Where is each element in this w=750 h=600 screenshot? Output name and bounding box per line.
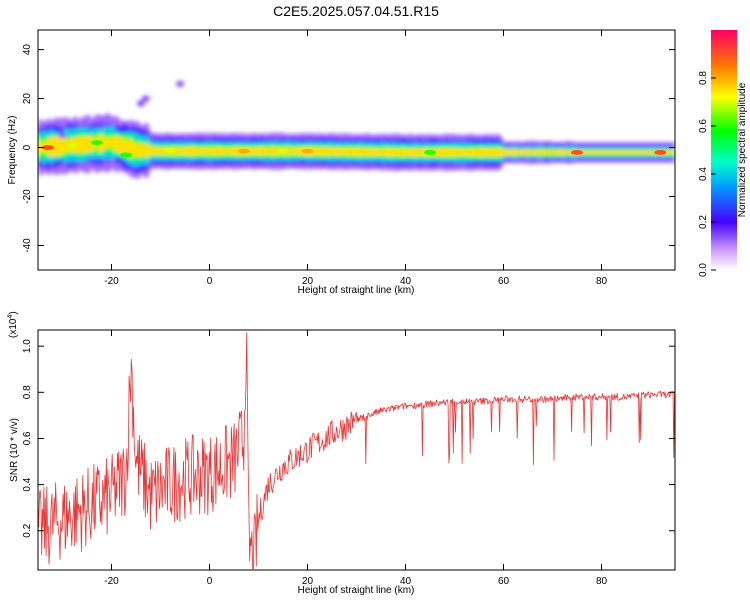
snr-xtick-label: 80 — [596, 576, 608, 587]
snr-xtick-label: 60 — [498, 576, 510, 587]
svg-text:(x104): (x104) — [7, 311, 19, 338]
snr-xtick-label: -20 — [104, 576, 119, 587]
spectrogram-xtick-label: 60 — [498, 276, 510, 287]
colorbar-tick-label: 0.6 — [698, 119, 709, 133]
spectrogram-speckle — [176, 80, 185, 87]
colorbar-ticks: 0.0 0.2 0.4 0.6 0.8 — [698, 71, 716, 277]
snr-panel: -20 0 20 40 60 80 0.2 0.4 0.6 0.8 1.0 Height of st… — [7, 311, 676, 596]
spectrogram-ytick-label: 40 — [22, 44, 33, 56]
snr-frame — [37, 329, 676, 571]
spectrogram-ytick-label: -40 — [22, 238, 33, 253]
spectrogram-hot-spot — [66, 142, 79, 148]
snr-y-label: SNR (10 * v/v) — [9, 418, 20, 482]
spectrogram-hot-spot — [301, 148, 314, 154]
colorbar-tick-label: 0.0 — [698, 263, 709, 277]
spectrogram-ytick-label: 0 — [22, 144, 33, 150]
spectrogram-xtick-label: 0 — [207, 276, 213, 287]
spectrogram-ytick-label: 20 — [22, 93, 33, 105]
spectrogram-hot-spot — [41, 145, 54, 150]
snr-series-line — [38, 332, 675, 570]
spectrogram-hot-spot — [424, 150, 436, 155]
snr-xtick-label: 20 — [302, 576, 314, 587]
spectrogram-xtick-label: 80 — [596, 276, 608, 287]
spectrogram-plot-area — [38, 80, 675, 180]
snr-xtick-label: 0 — [207, 576, 213, 587]
spectrogram-xtick-label: 20 — [302, 276, 314, 287]
snr-scale-exponent: 4 — [7, 315, 14, 319]
spectrogram-band — [38, 80, 675, 180]
spectrogram-hot-spot — [90, 140, 103, 146]
spectrogram-speckle — [136, 100, 145, 107]
spectrogram-hot-spot — [237, 148, 250, 154]
snr-ytick-label: 0.4 — [22, 477, 33, 491]
spectrogram-axes: -20 0 20 40 60 80 -40 -20 0 20 40 — [22, 30, 675, 287]
colorbar: 0.0 0.2 0.4 0.6 0.8 Normalized spectral ampl… — [698, 30, 748, 277]
colorbar-tick-label: 0.2 — [698, 215, 709, 229]
spectrogram-y-label: Frequency (Hz) — [7, 116, 18, 185]
spectrogram-hot-spot — [571, 150, 583, 155]
colorbar-tick-label: 0.8 — [698, 71, 709, 85]
spectrogram-hot-spot — [654, 150, 667, 155]
snr-ytick-label: 0.8 — [22, 385, 33, 399]
spectrogram-frame — [37, 29, 676, 271]
spectrogram-speckle — [97, 122, 106, 129]
spectrogram-panel: -20 0 20 40 60 80 -40 -20 0 20 40 Height of straig… — [7, 29, 676, 296]
spectrogram-hot-spot — [277, 148, 289, 154]
spectrogram-speckle — [141, 95, 150, 102]
snr-x-label: Height of straight line (km) — [298, 585, 415, 596]
spectrogram-hot-spot — [164, 147, 177, 153]
snr-ytick-label: 0.2 — [22, 523, 33, 537]
colorbar-tick-label: 0.4 — [698, 167, 709, 181]
colorbar-label: Normalized spectral amplitude — [737, 82, 748, 217]
snr-ytick-label: 1.0 — [22, 339, 33, 353]
spectrogram-xtick-label: -20 — [104, 276, 119, 287]
snr-xtick-label: 40 — [400, 576, 412, 587]
spectrogram-speckle — [58, 132, 67, 139]
spectrogram-x-label: Height of straight line (km) — [298, 285, 415, 296]
spectrogram-xtick-label: 40 — [400, 276, 412, 287]
snr-ytick-label: 0.6 — [22, 431, 33, 445]
figure-title: C2E5.2025.057.04.51.R15 — [273, 3, 439, 19]
colorbar-gradient — [711, 30, 737, 270]
snr-axes: -20 0 20 40 60 80 0.2 0.4 0.6 0.8 1.0 — [22, 330, 675, 587]
spectrogram-ytick-label: -20 — [22, 189, 33, 204]
spectrogram-hot-spot — [120, 152, 133, 158]
snr-scale-prefix: (x10 — [8, 318, 19, 338]
snr-scale-note: (x104) — [7, 311, 19, 338]
